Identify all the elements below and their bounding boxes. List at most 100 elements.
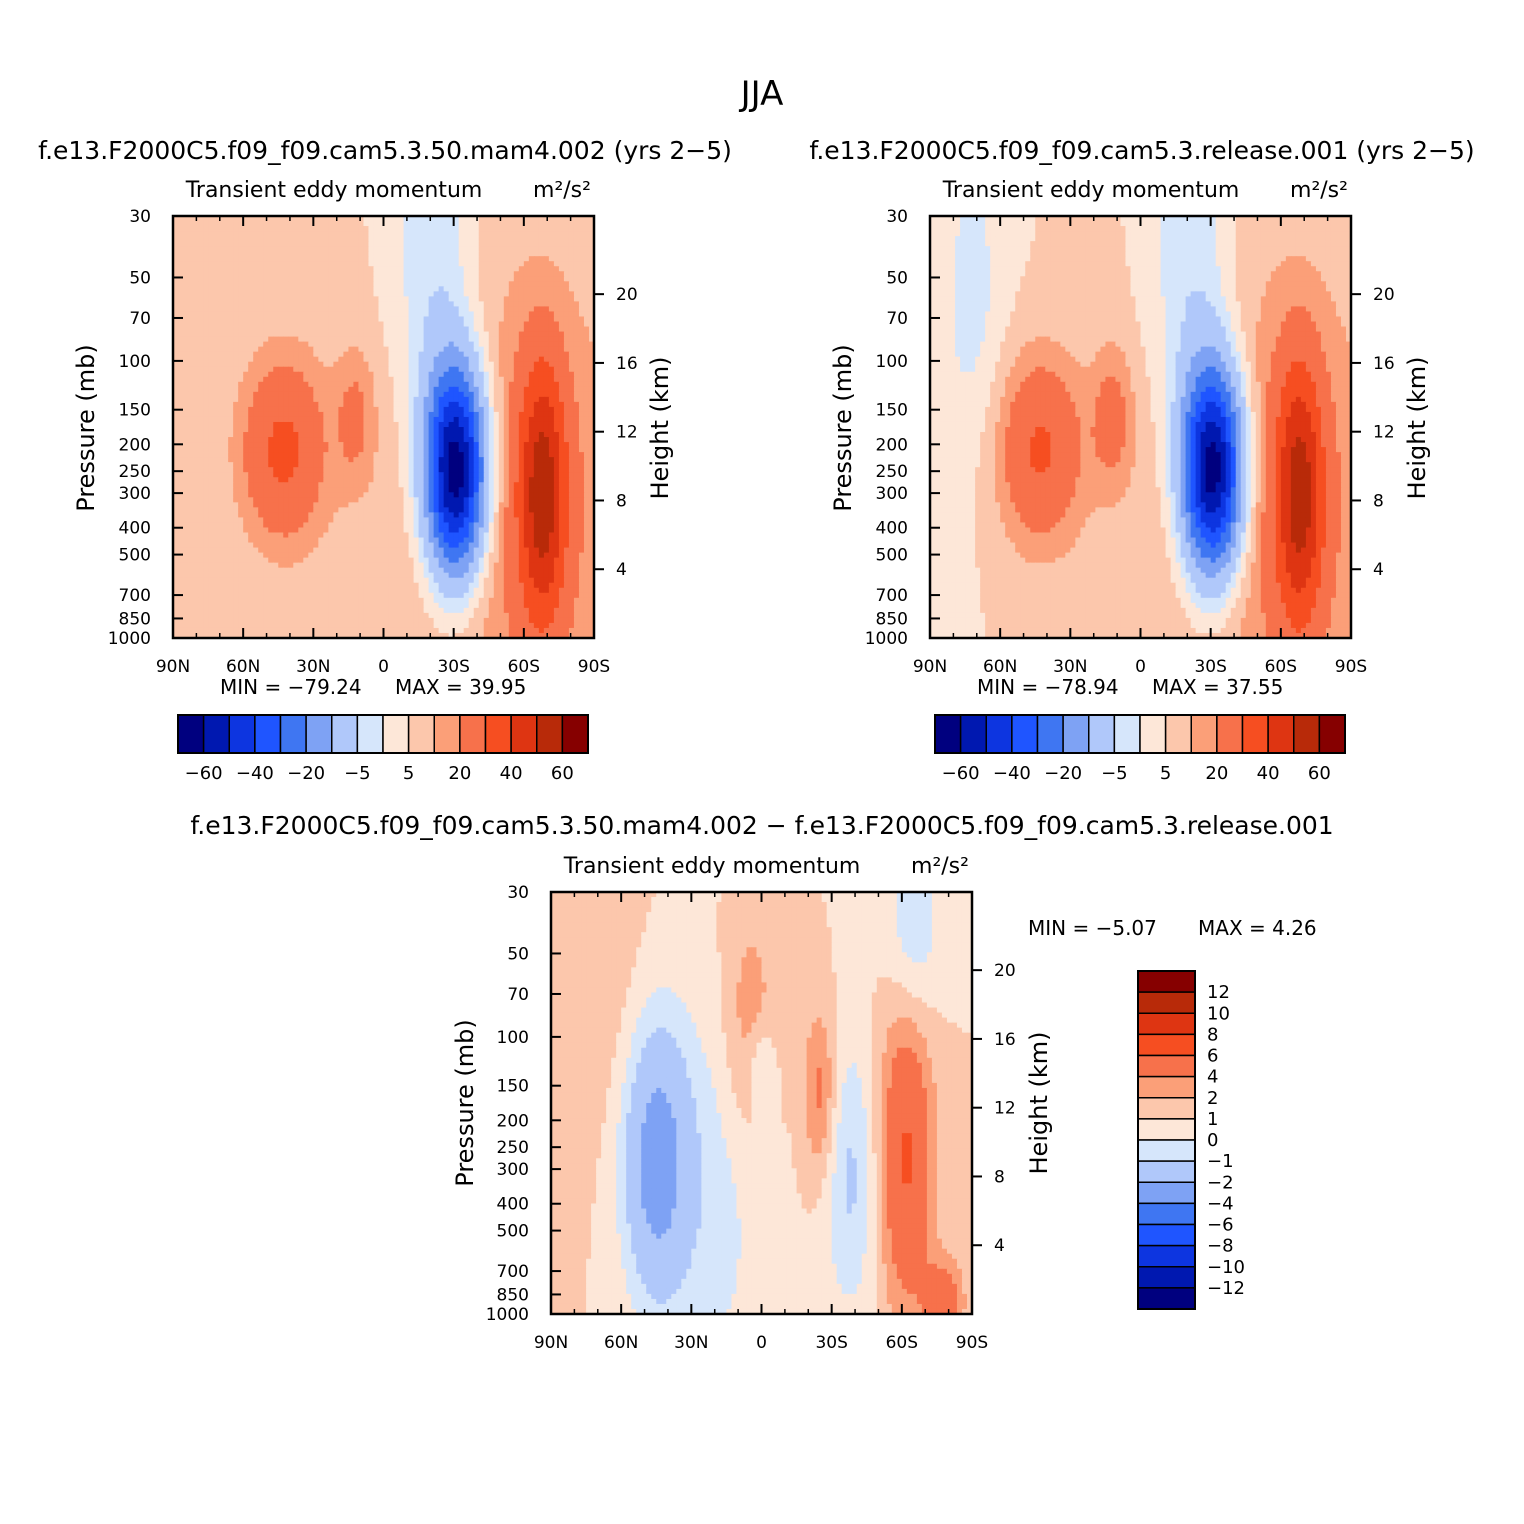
contour-cell [378,361,385,368]
contour-cell [483,391,490,398]
contour-cell [393,457,400,463]
contour-cell [233,416,239,423]
contour-cell [538,472,545,478]
contour-cell [483,311,490,318]
contour-cell [413,487,420,493]
contour-cell [573,366,580,373]
contour-cell [288,502,294,508]
contour-cell [533,306,540,313]
contour-cell [208,226,214,232]
contour-cell [488,406,495,413]
contour-cell [348,391,355,398]
contour-cell [348,261,355,267]
contour-cell [253,321,259,328]
contour-cell [543,427,550,433]
contour-cell [548,296,555,302]
contour-cell [263,411,269,418]
contour-cell [448,301,455,308]
contour-cell [203,226,209,232]
contour-cell [438,256,445,262]
contour-cell [483,271,490,277]
contour-cell [208,497,214,503]
contour-cell [178,351,184,358]
contour-cell [423,427,430,433]
contour-cell [498,427,505,433]
contour-cell [293,462,299,468]
contour-cell [478,391,485,398]
contour-cell [483,281,490,287]
contour-cell [468,251,475,257]
contour-cell [413,361,420,368]
contour-cell [553,261,560,267]
contour-cell [218,276,224,282]
contour-cell [338,416,344,423]
contour-cell [528,432,535,438]
contour-cell [583,331,590,338]
contour-cell [493,437,500,443]
contour-cell [508,241,515,247]
contour-cell [183,351,189,358]
contour-cell [478,411,485,418]
contour-cell [253,221,259,227]
contour-cell [538,442,545,448]
contour-cell [223,482,229,488]
contour-cell [583,507,590,513]
contour-cell [493,346,500,353]
contour-cell [398,472,405,478]
contour-cell [313,467,319,473]
contour-cell [303,306,309,313]
contour-cell [298,447,304,453]
contour-cell [588,386,595,393]
y2-axis-label: Height (km) [646,357,674,500]
contour-cell [378,331,385,338]
contour-cell [373,432,380,438]
contour-cell [558,467,565,473]
contour-cell [293,356,299,363]
contour-cell [258,316,264,323]
contour-cell [468,296,475,302]
contour-cell [338,411,344,418]
contour-cell [573,311,580,318]
contour-cell [353,266,360,272]
contour-cell [458,467,465,473]
contour-cell [453,442,460,448]
contour-cell [183,507,189,513]
contour-cell [583,336,590,343]
contour-cell [358,502,365,508]
contour-cell [358,376,365,383]
contour-cell [303,276,309,282]
contour-cell [378,286,385,292]
contour-cell [258,396,264,403]
contour-cell [513,386,520,393]
contour-cell [203,427,209,433]
contour-cell [288,311,294,318]
contour-cell [533,241,540,247]
contour-cell [378,492,385,498]
contour-cell [398,306,405,313]
contour-cell [448,341,455,348]
contour-cell [583,502,590,508]
contour-cell [313,321,319,328]
contour-cell [503,482,510,488]
contour-cell [498,296,505,302]
contour-cell [508,396,515,403]
contour-cell [273,301,279,308]
contour-cell [418,231,425,237]
contour-cell [328,251,334,257]
contour-cell [253,326,259,333]
contour-cell [503,351,510,358]
contour-cell [408,482,415,488]
contour-cell [588,301,595,308]
contour-cell [303,401,309,408]
contour-cell [543,396,550,403]
contour-cell [408,396,415,403]
contour-cell [403,376,410,383]
contour-cell [378,497,385,503]
contour-cell [343,502,350,508]
contour-cell [218,396,224,403]
contour-cell [318,236,324,242]
contour-cell [518,236,525,242]
contour-cell [208,311,214,318]
contour-cell [258,226,264,232]
contour-cell [393,226,400,232]
